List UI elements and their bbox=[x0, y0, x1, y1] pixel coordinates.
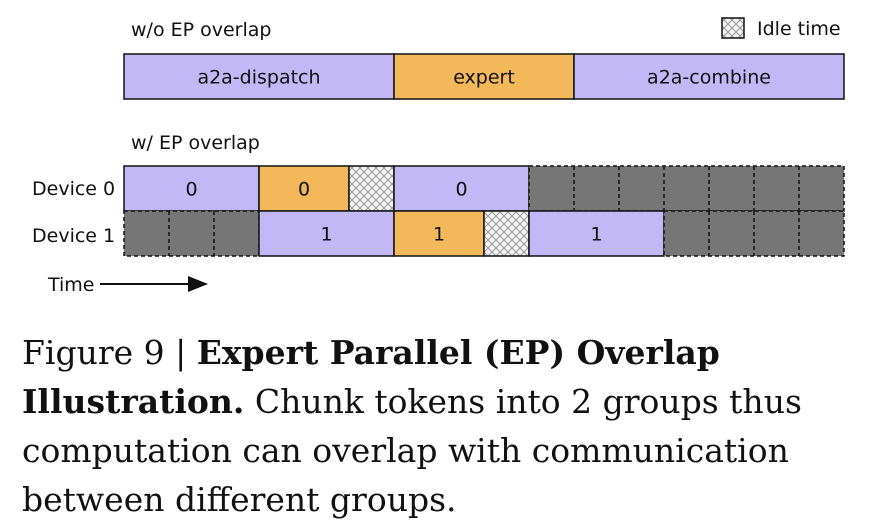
device-1-expert-label: 1 bbox=[433, 224, 445, 246]
device-1-comm-block bbox=[258, 210, 395, 257]
with-overlap-title: w/ EP overlap bbox=[131, 132, 260, 154]
device-0-comm-label: 0 bbox=[185, 179, 197, 201]
device-1-comm-label: 1 bbox=[320, 224, 332, 246]
without-overlap-expert-block bbox=[393, 53, 575, 100]
figure-caption: Figure 9 | Expert Parallel (EP) Overlap … bbox=[22, 328, 872, 524]
caption-title: Expert Parallel (EP) Overlap Illustratio… bbox=[22, 333, 720, 421]
device-1-wait-block bbox=[123, 210, 260, 257]
without-overlap-comm-label: a2a-combine bbox=[647, 67, 771, 89]
without-overlap-comm-block bbox=[573, 53, 845, 100]
ep-overlap-diagram: Idle time w/o EP overlap a2a-dispatch exp… bbox=[32, 17, 845, 296]
time-axis-label: Time bbox=[47, 274, 95, 296]
device-0-expert-label: 0 bbox=[298, 179, 310, 201]
device-1-comm-block bbox=[528, 210, 665, 257]
without-overlap-expert-label: expert bbox=[453, 67, 515, 89]
caption-text: Chunk tokens into 2 groups thus computat… bbox=[22, 382, 802, 519]
device-1-comm-label: 1 bbox=[590, 224, 602, 246]
without-overlap-comm-label: a2a-dispatch bbox=[197, 67, 320, 89]
legend-idle-label: Idle time bbox=[757, 18, 841, 40]
device-0-timeline: 0 0 0 bbox=[123, 165, 845, 212]
legend: Idle time bbox=[721, 17, 841, 40]
legend-idle-swatch bbox=[721, 17, 745, 39]
caption-prefix: Figure 9 | bbox=[22, 333, 197, 372]
without-overlap-row: a2a-dispatch expert a2a-combine bbox=[123, 53, 845, 100]
without-overlap-comm-block bbox=[123, 53, 395, 100]
device-0-wait-block bbox=[528, 165, 845, 212]
device-0-comm-block bbox=[393, 165, 530, 212]
device-0-idle-block bbox=[348, 165, 395, 212]
without-overlap-title: w/o EP overlap bbox=[131, 19, 271, 41]
device-1-expert-block bbox=[393, 210, 485, 257]
device-0-label: Device 0 bbox=[32, 178, 115, 200]
device-1-idle-block bbox=[483, 210, 530, 257]
device-1-label: Device 1 bbox=[32, 225, 115, 247]
device-1-timeline: 1 1 1 bbox=[123, 210, 845, 257]
device-0-comm-label: 0 bbox=[455, 179, 467, 201]
